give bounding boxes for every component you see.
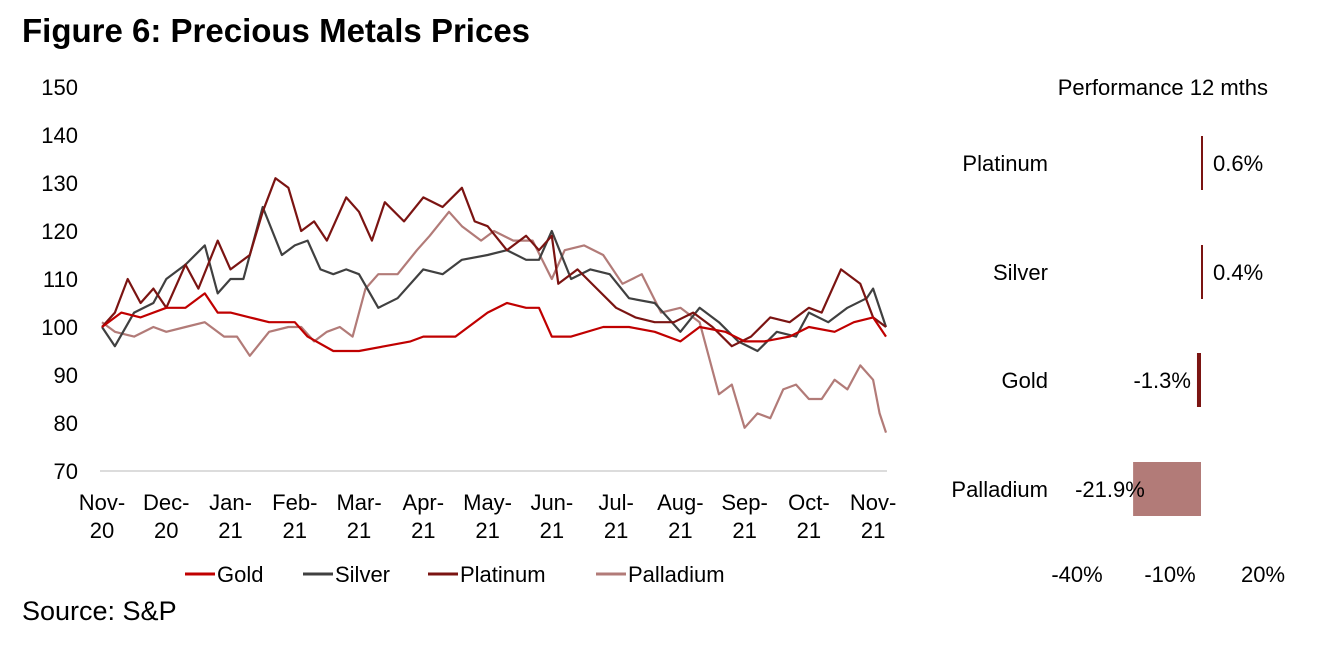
bar-category-label: Palladium (951, 477, 1048, 502)
series-line-silver (101, 205, 888, 353)
x-tick-label-year: 21 (797, 518, 821, 543)
bar-x-tick-label: -10% (1144, 562, 1195, 587)
x-tick-label-month: Nov- (79, 490, 125, 515)
x-tick-label-year: 21 (540, 518, 564, 543)
series-line-platinum (101, 177, 887, 348)
y-tick-label: 140 (41, 123, 78, 148)
x-tick-label-month: Sep- (721, 490, 767, 515)
x-tick-label-year: 21 (475, 518, 499, 543)
bar-x-tick-label: -40% (1051, 562, 1102, 587)
x-tick-label-year: 21 (218, 518, 242, 543)
x-tick-label-year: 21 (411, 518, 435, 543)
x-tick-label-month: Dec- (143, 490, 189, 515)
bar-category-label: Silver (993, 260, 1048, 285)
legend-label-palladium: Palladium (628, 562, 725, 587)
chart-title: Figure 6: Precious Metals Prices (22, 12, 531, 49)
x-tick-label-year: 21 (861, 518, 885, 543)
bar-palladium (1133, 462, 1201, 516)
x-tick-label-year: 21 (604, 518, 628, 543)
series-line-palladium (101, 210, 888, 433)
x-tick-label-year: 20 (154, 518, 178, 543)
x-tick-label-year: 21 (732, 518, 756, 543)
bar-x-tick-label: 20% (1241, 562, 1285, 587)
x-tick-label-month: Apr- (403, 490, 445, 515)
series-line-gold (101, 292, 887, 353)
x-tick-label-year: 20 (90, 518, 114, 543)
y-tick-label: 90 (54, 363, 78, 388)
legend-label-gold: Gold (217, 562, 263, 587)
x-tick-label-month: Feb- (272, 490, 317, 515)
y-tick-label: 70 (54, 459, 78, 484)
line-chart: 150140130120110100908070Nov-20Dec-20Jan-… (41, 75, 896, 587)
bar-silver (1201, 245, 1203, 299)
x-tick-label-month: Mar- (336, 490, 381, 515)
bar-value-label: 0.6% (1213, 151, 1263, 176)
x-tick-label-month: Oct- (788, 490, 830, 515)
bar-value-label: -1.3% (1133, 368, 1190, 393)
x-tick-label-year: 21 (668, 518, 692, 543)
bar-category-label: Platinum (962, 151, 1048, 176)
bar-value-label: 0.4% (1213, 260, 1263, 285)
y-tick-label: 110 (43, 267, 78, 292)
performance-bar-chart: Performance 12 mths Platinum 0.6% Silver 0.4… (951, 75, 1285, 587)
bar-platinum (1201, 136, 1203, 190)
bar-value-label: -21.9% (1075, 477, 1145, 502)
x-tick-label-month: Jun- (530, 490, 573, 515)
x-tick-label-month: May- (463, 490, 512, 515)
bar-gold (1196, 353, 1201, 407)
y-tick-label: 100 (41, 315, 78, 340)
x-tick-label-month: Jan- (209, 490, 252, 515)
x-tick-label-year: 21 (347, 518, 371, 543)
bar-category-label: Gold (1002, 368, 1048, 393)
source-note: Source: S&P (22, 596, 177, 626)
legend-label-platinum: Platinum (460, 562, 546, 587)
y-tick-label: 120 (41, 219, 78, 244)
bar-chart-title: Performance 12 mths (1058, 75, 1268, 100)
y-tick-label: 130 (41, 171, 78, 196)
y-tick-label: 80 (54, 411, 78, 436)
x-tick-label-month: Aug- (657, 490, 703, 515)
legend-label-silver: Silver (335, 562, 390, 587)
x-tick-label-month: Jul- (598, 490, 633, 515)
x-tick-label-year: 21 (283, 518, 307, 543)
y-tick-label: 150 (41, 75, 78, 100)
x-tick-label-month: Nov- (850, 490, 896, 515)
